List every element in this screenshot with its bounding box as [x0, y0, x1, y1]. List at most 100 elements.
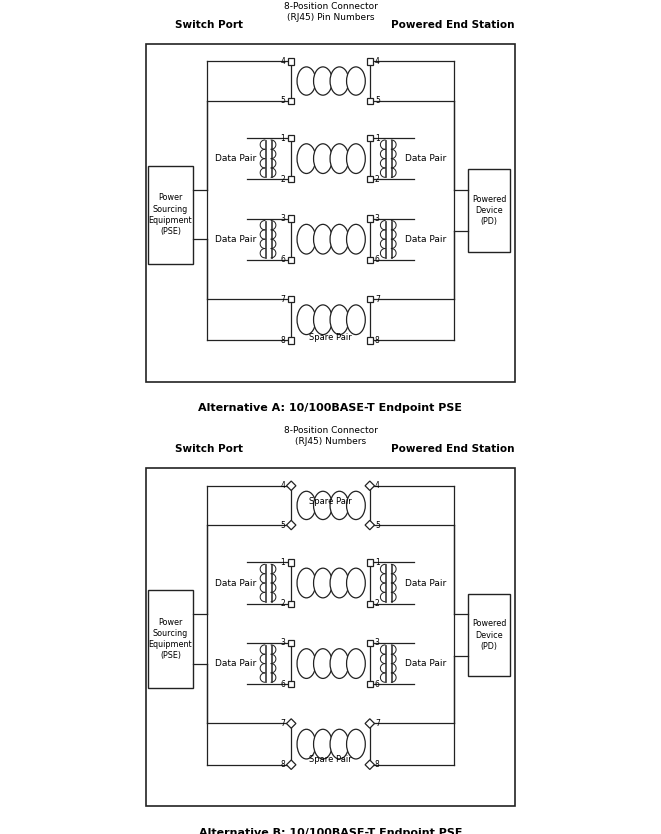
- Bar: [288, 681, 294, 687]
- Text: Powered
Device
(PD): Powered Device (PD): [472, 620, 506, 651]
- Ellipse shape: [313, 224, 332, 254]
- Text: 3: 3: [375, 214, 380, 223]
- Text: 1: 1: [280, 133, 286, 143]
- Text: 2: 2: [375, 599, 379, 608]
- Bar: [146, 468, 515, 806]
- Bar: [146, 43, 515, 382]
- Ellipse shape: [313, 143, 332, 173]
- Ellipse shape: [346, 729, 366, 759]
- Text: 4: 4: [375, 481, 380, 490]
- Polygon shape: [365, 760, 375, 770]
- Bar: [288, 98, 294, 103]
- Bar: [367, 640, 373, 646]
- Bar: [288, 176, 294, 183]
- Bar: [367, 681, 373, 687]
- Ellipse shape: [346, 491, 366, 520]
- Ellipse shape: [330, 568, 349, 598]
- Text: 7: 7: [375, 294, 380, 304]
- Ellipse shape: [330, 143, 349, 173]
- Text: Switch Port: Switch Port: [175, 20, 243, 30]
- Ellipse shape: [330, 491, 349, 520]
- Bar: [288, 560, 294, 565]
- Text: 8: 8: [375, 761, 379, 769]
- Text: 3: 3: [280, 214, 286, 223]
- Polygon shape: [365, 520, 375, 530]
- Bar: [148, 165, 193, 264]
- Text: Powered
Device
(PD): Powered Device (PD): [472, 195, 506, 226]
- Ellipse shape: [313, 649, 332, 678]
- Bar: [288, 296, 294, 302]
- Ellipse shape: [297, 649, 316, 678]
- Text: 7: 7: [375, 719, 380, 728]
- Text: 5: 5: [280, 520, 286, 530]
- Text: Alternative B: 10/100BASE-T Endpoint PSE: Alternative B: 10/100BASE-T Endpoint PSE: [199, 827, 462, 834]
- Bar: [367, 600, 373, 607]
- Text: 5: 5: [280, 96, 286, 105]
- Polygon shape: [286, 481, 296, 490]
- Text: 8: 8: [280, 336, 286, 345]
- Ellipse shape: [330, 67, 349, 95]
- Text: 2: 2: [375, 175, 379, 183]
- Text: Data Pair: Data Pair: [215, 154, 256, 163]
- Text: 8-Position Connector
(RJ45) Numbers: 8-Position Connector (RJ45) Numbers: [284, 426, 377, 446]
- Text: 2: 2: [280, 175, 286, 183]
- Bar: [367, 560, 373, 565]
- Ellipse shape: [346, 305, 366, 334]
- Bar: [367, 135, 373, 141]
- Bar: [288, 257, 294, 263]
- Text: Data Pair: Data Pair: [215, 579, 256, 587]
- Text: Data Pair: Data Pair: [215, 659, 256, 668]
- Text: 8: 8: [375, 336, 379, 345]
- Text: Spare Pair: Spare Pair: [309, 497, 352, 506]
- Text: 7: 7: [280, 719, 286, 728]
- Bar: [367, 176, 373, 183]
- Polygon shape: [286, 520, 296, 530]
- Ellipse shape: [297, 491, 316, 520]
- Text: 1: 1: [280, 558, 286, 567]
- Ellipse shape: [346, 649, 366, 678]
- Text: 6: 6: [280, 255, 286, 264]
- Text: Data Pair: Data Pair: [405, 154, 446, 163]
- Bar: [367, 337, 373, 344]
- Text: 1: 1: [375, 558, 379, 567]
- Text: 1: 1: [375, 133, 379, 143]
- Ellipse shape: [297, 729, 316, 759]
- Text: Data Pair: Data Pair: [405, 234, 446, 244]
- Text: 6: 6: [280, 680, 286, 689]
- Bar: [367, 296, 373, 302]
- Text: Power
Sourcing
Equipment
(PSE): Power Sourcing Equipment (PSE): [149, 618, 192, 661]
- Ellipse shape: [330, 305, 349, 334]
- Bar: [367, 257, 373, 263]
- Bar: [288, 58, 294, 64]
- Bar: [367, 215, 373, 222]
- Text: Data Pair: Data Pair: [405, 579, 446, 587]
- Text: 5: 5: [375, 520, 380, 530]
- Polygon shape: [286, 719, 296, 728]
- Bar: [148, 590, 193, 688]
- Polygon shape: [286, 760, 296, 770]
- Text: 2: 2: [280, 599, 286, 608]
- Text: Data Pair: Data Pair: [215, 234, 256, 244]
- Ellipse shape: [313, 491, 332, 520]
- Ellipse shape: [313, 729, 332, 759]
- Ellipse shape: [297, 224, 316, 254]
- Ellipse shape: [330, 649, 349, 678]
- Ellipse shape: [346, 568, 366, 598]
- Bar: [288, 337, 294, 344]
- Ellipse shape: [313, 568, 332, 598]
- Text: 3: 3: [375, 639, 380, 647]
- Text: 5: 5: [375, 96, 380, 105]
- Polygon shape: [365, 481, 375, 490]
- Bar: [367, 98, 373, 103]
- Bar: [288, 600, 294, 607]
- Text: 3: 3: [280, 639, 286, 647]
- Text: Data Pair: Data Pair: [405, 659, 446, 668]
- Text: Spare Pair: Spare Pair: [309, 333, 352, 342]
- Ellipse shape: [346, 143, 366, 173]
- Bar: [468, 169, 510, 252]
- Ellipse shape: [346, 224, 366, 254]
- Ellipse shape: [346, 67, 366, 95]
- Ellipse shape: [313, 305, 332, 334]
- Text: 6: 6: [375, 255, 380, 264]
- Ellipse shape: [297, 143, 316, 173]
